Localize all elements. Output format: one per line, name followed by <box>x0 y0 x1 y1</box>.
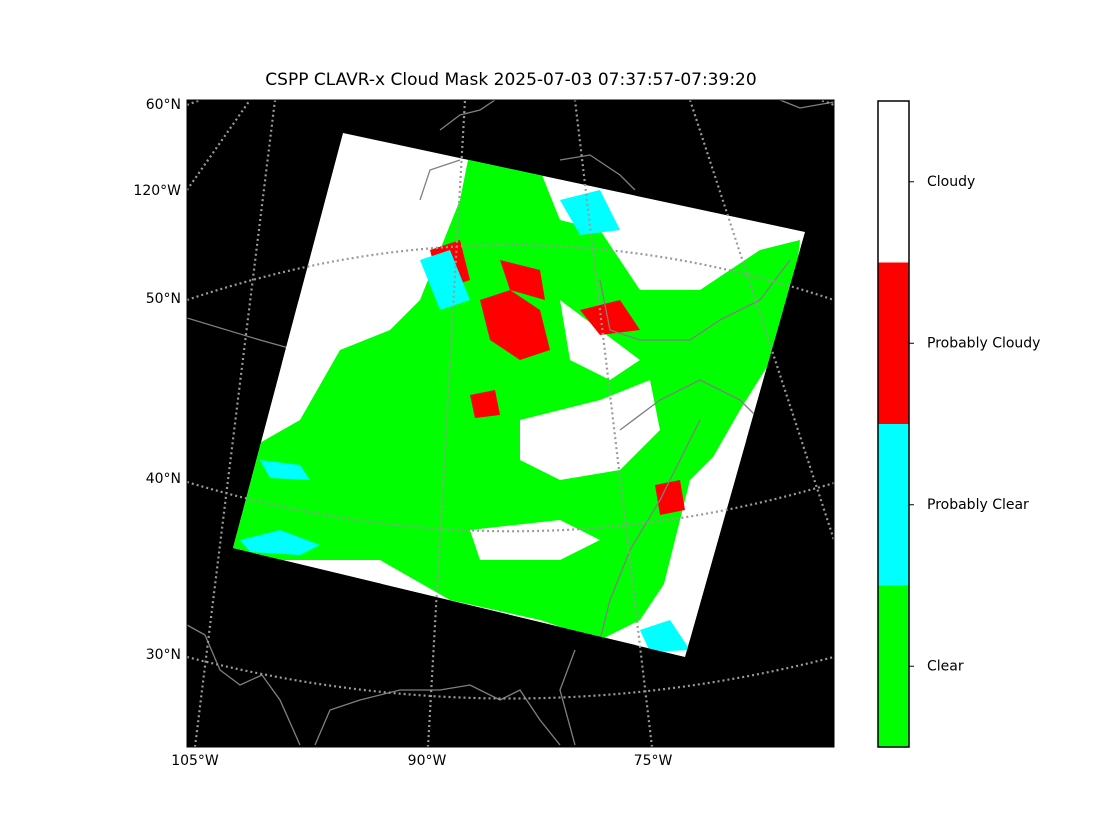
colorbar-segment <box>878 424 909 586</box>
lon-label: 75°W <box>634 753 673 769</box>
clear-region <box>233 150 800 640</box>
lat-label: 120°W <box>133 183 181 199</box>
colorbar-label: Probably Cloudy <box>927 335 1040 351</box>
meridian <box>193 100 277 747</box>
map-panel <box>187 100 834 747</box>
coastline <box>187 624 576 746</box>
parallel <box>187 655 834 700</box>
map-title: CSPP CLAVR-x Cloud Mask 2025-07-03 07:37… <box>265 70 756 90</box>
coastline <box>439 100 834 191</box>
colorbar-label: Cloudy <box>927 174 975 190</box>
lat-label: 60°N <box>146 97 181 113</box>
colorbar-frame <box>877 100 910 748</box>
lon-label: 90°W <box>408 753 447 769</box>
colorbar-segment <box>878 101 909 263</box>
meridian <box>573 100 654 747</box>
meridian <box>688 100 834 541</box>
coastline <box>419 159 791 641</box>
meridian <box>187 100 251 191</box>
lon-label: 105°W <box>171 753 219 769</box>
map-frame <box>186 99 835 748</box>
lat-label: 30°N <box>146 647 181 663</box>
lat-label: 40°N <box>146 471 181 487</box>
colorbar-label: Probably Clear <box>927 497 1029 513</box>
meridian <box>426 100 467 747</box>
lat-label: 50°N <box>146 291 181 307</box>
colorbar-label: Clear <box>927 658 964 674</box>
colorbar-segment <box>878 262 909 424</box>
colorbar-segment <box>878 585 909 747</box>
probably-cloudy-region <box>430 240 685 515</box>
